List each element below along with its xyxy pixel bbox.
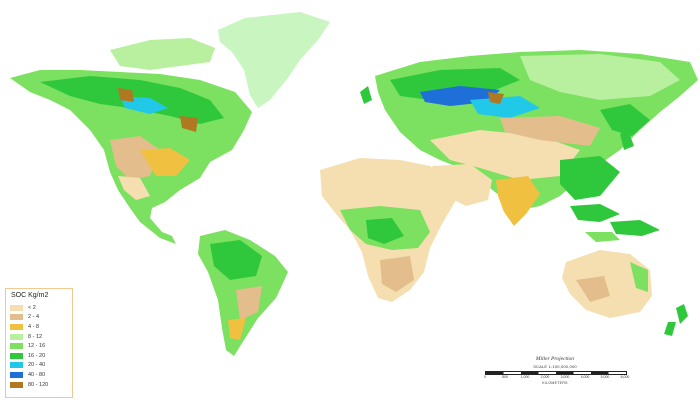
legend-label: 2 - 4 (28, 314, 40, 321)
scale-ratio-label: SCALE 1:100,000,000 (533, 364, 577, 369)
scale-tick: 3,000 (560, 375, 570, 379)
legend: SOC Kg/m2 < 2 2 - 4 4 - 8 8 - 12 12 - 16 16 -… (5, 288, 73, 398)
legend-swatch (10, 333, 23, 340)
legend-item: 80 - 120 (10, 380, 68, 390)
legend-title: SOC Kg/m2 (11, 292, 49, 299)
legend-swatch (10, 343, 23, 350)
legend-swatch (10, 362, 23, 369)
scale-tick: 500 (502, 375, 508, 379)
legend-swatch (10, 371, 23, 378)
scale-tick: 6,000 (620, 375, 630, 379)
legend-swatch (10, 352, 23, 359)
legend-swatch (10, 323, 23, 330)
legend-item: 12 - 16 (10, 341, 68, 351)
arctic-canada (110, 38, 215, 70)
projection-label: Miller Projection (535, 356, 575, 362)
legend-label: 8 - 12 (28, 333, 43, 340)
legend-swatch (10, 304, 23, 311)
scale-tick: 0 (484, 375, 486, 379)
greenland (218, 12, 330, 108)
scale-tick-labels: 0 500 1,000 2,000 3,000 4,000 5,000 6,000 (480, 375, 630, 380)
legend-label: 80 - 120 (28, 381, 49, 388)
legend-label: 4 - 8 (28, 323, 40, 330)
legend-item: 8 - 12 (10, 332, 68, 342)
australia (562, 250, 652, 318)
legend-label: 16 - 20 (28, 352, 46, 359)
legend-item: 2 - 4 (10, 313, 68, 323)
legend-item: 20 - 40 (10, 361, 68, 371)
legend-swatch (10, 381, 23, 388)
india (496, 176, 540, 226)
scale-tick: 5,000 (600, 375, 610, 379)
scale-tick: 2,000 (540, 375, 550, 379)
legend-item: 16 - 20 (10, 351, 68, 361)
legend-item: 4 - 8 (10, 322, 68, 332)
scale-unit-label: KILOMETERS (542, 381, 568, 385)
legend-swatch (10, 314, 23, 321)
legend-item: < 2 (10, 303, 68, 313)
scale-tick: 1,000 (520, 375, 530, 379)
scale-bar-block: Miller Projection SCALE 1:100,000,000 0 5… (480, 356, 630, 386)
arabia (432, 164, 492, 206)
legend-items: < 2 2 - 4 4 - 8 8 - 12 12 - 16 16 - 20 20 - 40… (10, 303, 68, 389)
legend-label: < 2 (28, 304, 36, 311)
legend-label: 12 - 16 (28, 343, 46, 350)
legend-label: 20 - 40 (28, 362, 46, 369)
scale-tick: 4,000 (580, 375, 590, 379)
legend-label: 40 - 80 (28, 371, 46, 378)
legend-item: 40 - 80 (10, 370, 68, 380)
scale-bar (485, 371, 627, 375)
